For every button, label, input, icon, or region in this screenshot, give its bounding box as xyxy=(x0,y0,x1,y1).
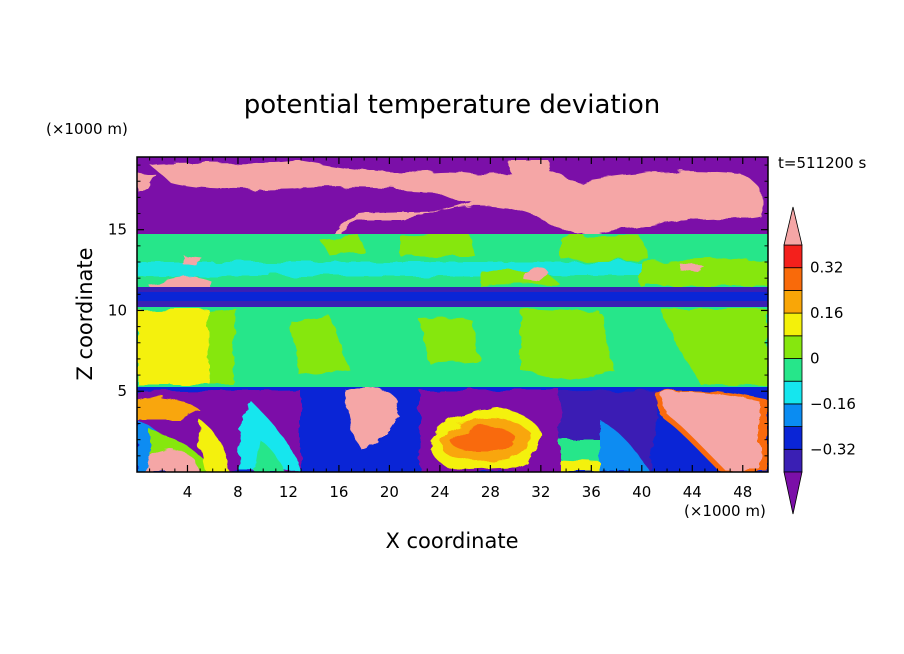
warm-patch xyxy=(145,448,200,472)
upper-warm-patch xyxy=(150,160,570,203)
cool-streak xyxy=(137,262,768,276)
chart-title: potential temperature deviation xyxy=(244,90,660,120)
warm-eddy xyxy=(198,420,230,472)
upper-warm-patch xyxy=(137,173,158,190)
x-tick-label: 24 xyxy=(430,483,449,501)
band-near-neutral-detail xyxy=(137,234,768,304)
band-cold-core xyxy=(137,292,768,301)
colorbar-segment xyxy=(783,426,803,450)
x-tick-label: 20 xyxy=(380,483,399,501)
slightly-warm-region xyxy=(560,236,650,262)
warm-patch xyxy=(345,386,400,450)
cool-eddy xyxy=(600,420,650,472)
x-tick-label: 4 xyxy=(183,483,193,501)
colorbar-tick-label: 0.32 xyxy=(810,259,843,277)
colorbar-segment xyxy=(783,358,803,382)
colorbar-segment xyxy=(783,244,803,269)
x-tick-label: 8 xyxy=(233,483,243,501)
cool-eddy xyxy=(237,400,300,472)
warm-patch xyxy=(660,390,760,470)
slightly-warm-region xyxy=(400,234,475,256)
x-tick-label: 44 xyxy=(683,483,702,501)
colorbar-tick-label: 0.16 xyxy=(810,304,843,322)
x-tick-label: 12 xyxy=(279,483,298,501)
colorbar-segment xyxy=(783,289,803,314)
colorbar: 0.32 0.16 0 −0.16 −0.32 xyxy=(783,206,856,515)
y-unit-label: (×1000 m) xyxy=(46,120,128,138)
x-tick-label: 36 xyxy=(582,483,601,501)
x-tick-label: 28 xyxy=(481,483,500,501)
y-axis-title: Z coordinate xyxy=(73,247,97,380)
colorbar-segment xyxy=(783,403,803,427)
time-label: t=511200 s xyxy=(778,154,866,172)
warm-eddy xyxy=(451,425,515,452)
slightly-warm-region xyxy=(640,258,768,286)
x-tick-label: 48 xyxy=(733,483,752,501)
colorbar-tick-label: 0 xyxy=(810,350,820,368)
colorbar-extend-min xyxy=(783,471,803,515)
slightly-warm-region xyxy=(320,236,365,256)
warm-column xyxy=(137,308,210,384)
neutral-eddy xyxy=(255,440,285,472)
warm-patch xyxy=(182,254,200,266)
y-tick-label: 5 xyxy=(117,382,127,400)
colorbar-segment xyxy=(783,380,803,405)
slightly-warm-region xyxy=(520,308,615,380)
colorbar-tick-label: −0.16 xyxy=(810,395,856,413)
warm-patch xyxy=(560,460,600,472)
upper-warm-patch xyxy=(507,160,549,182)
colorbar-segment xyxy=(783,448,803,473)
warm-patch xyxy=(522,266,550,282)
y-tick-label: 15 xyxy=(108,221,127,239)
y-tick-label: 10 xyxy=(108,301,127,319)
colorbar-extend-max xyxy=(783,206,803,246)
x-tick-label: 40 xyxy=(632,483,651,501)
colorbar-tick-label: −0.32 xyxy=(810,440,856,458)
x-tick-label: 32 xyxy=(531,483,550,501)
x-axis-title: X coordinate xyxy=(385,529,518,553)
slightly-warm-region xyxy=(290,316,350,376)
upper-warm-patches xyxy=(137,160,764,240)
x-unit-label: (×1000 m) xyxy=(684,502,766,520)
colorbar-segment xyxy=(783,335,803,359)
upper-warm-patch xyxy=(332,171,764,240)
colorbar-segment xyxy=(783,267,803,291)
colorbar-segment xyxy=(783,312,803,337)
warm-eddy xyxy=(137,398,200,420)
x-tick-label: 16 xyxy=(329,483,348,501)
warm-patch xyxy=(680,264,704,274)
slightly-warm-region xyxy=(420,318,480,364)
lower-eddies xyxy=(137,386,768,472)
slightly-warm-region xyxy=(660,308,768,386)
contour-field xyxy=(137,157,768,472)
slightly-warm-region xyxy=(208,308,236,384)
band-mid-neutral-detail xyxy=(137,308,768,386)
